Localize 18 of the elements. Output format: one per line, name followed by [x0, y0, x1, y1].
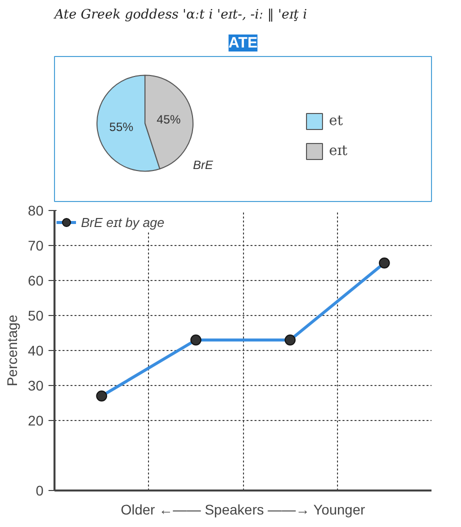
y-tick-label: 30	[28, 378, 44, 394]
text: Ate Greek goddess 'ɑːt i 'eɪt-, -iː ‖ 'eɪţ i	[54, 8, 307, 22]
y-tick-label: 50	[28, 308, 44, 324]
data-label: 45%	[156, 112, 182, 126]
data-label: 55%	[109, 120, 134, 134]
legend-label: et	[329, 113, 344, 129]
legend-label: eɪt	[329, 143, 348, 159]
y-tick-label: 20	[28, 412, 44, 428]
y-tick-label: 40	[28, 342, 44, 358]
chart-title: ATE	[228, 34, 258, 52]
y-tick-label: 80	[28, 202, 44, 218]
y-tick-label: 70	[28, 238, 44, 254]
y-tick-label: 60	[28, 272, 44, 288]
legend-label: BrE eɪt by age	[81, 214, 164, 230]
y-tick-label: 0	[36, 482, 44, 498]
text: BrE	[192, 158, 214, 172]
y-axis-title: Percentage	[4, 314, 20, 386]
x-axis-title: Older ←—— Speakers ——→ Younger	[120, 502, 366, 518]
